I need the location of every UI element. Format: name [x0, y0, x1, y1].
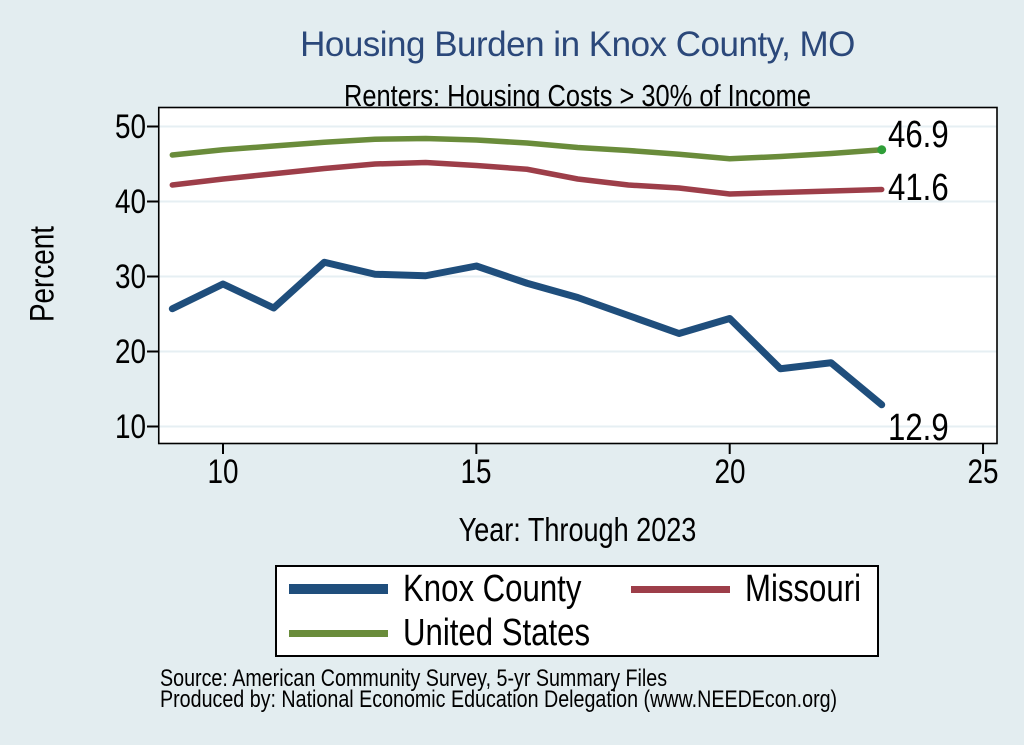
legend-label-missouri: Missouri: [745, 567, 862, 610]
legend-item-missouri: Missouri: [631, 567, 886, 610]
legend-swatch-knox-county: [289, 584, 388, 594]
series-end-dot-united-states: [877, 145, 887, 155]
end-value-label-knox-county: 12.9: [888, 406, 949, 449]
source-block: Source: American Community Survey, 5-yr …: [160, 665, 960, 713]
x-axis-title: Year: Through 2023: [458, 511, 697, 548]
x-tick-label-15: 15: [460, 453, 492, 491]
y-tick-label-30: 30: [114, 257, 146, 296]
y-tick-label-50: 50: [114, 107, 146, 146]
y-tick-label-10: 10: [114, 407, 146, 446]
end-value-label-missouri: 41.6: [888, 167, 949, 209]
produced-by-line: Produced by: National Economic Education…: [160, 686, 838, 713]
legend: Knox County Missouri United States: [275, 565, 879, 657]
legend-swatch-missouri: [631, 585, 730, 593]
x-tick-label-10: 10: [207, 453, 239, 491]
y-tick-label-20: 20: [114, 332, 146, 371]
series-line-missouri: [169, 159, 885, 197]
series-line-knox-county: [168, 258, 886, 409]
end-value-label-united-states: 46.9: [888, 113, 949, 156]
legend-item-knox-county: Knox County: [289, 567, 631, 610]
legend-label-knox-county: Knox County: [403, 567, 582, 610]
source-line: Source: American Community Survey, 5-yr …: [160, 665, 668, 692]
series-line-united-states: [169, 135, 885, 162]
legend-item-united-states: United States: [289, 611, 631, 654]
legend-label-united-states: United States: [403, 611, 591, 654]
legend-swatch-united-states: [289, 629, 388, 637]
y-tick-label-40: 40: [114, 182, 146, 221]
x-tick-label-20: 20: [714, 453, 746, 491]
chart-title: Housing Burden in Knox County, MO: [300, 25, 855, 64]
x-tick-label-25: 25: [967, 453, 999, 491]
chart-subtitle: Renters: Housing Costs > 30% of Income: [344, 78, 811, 113]
